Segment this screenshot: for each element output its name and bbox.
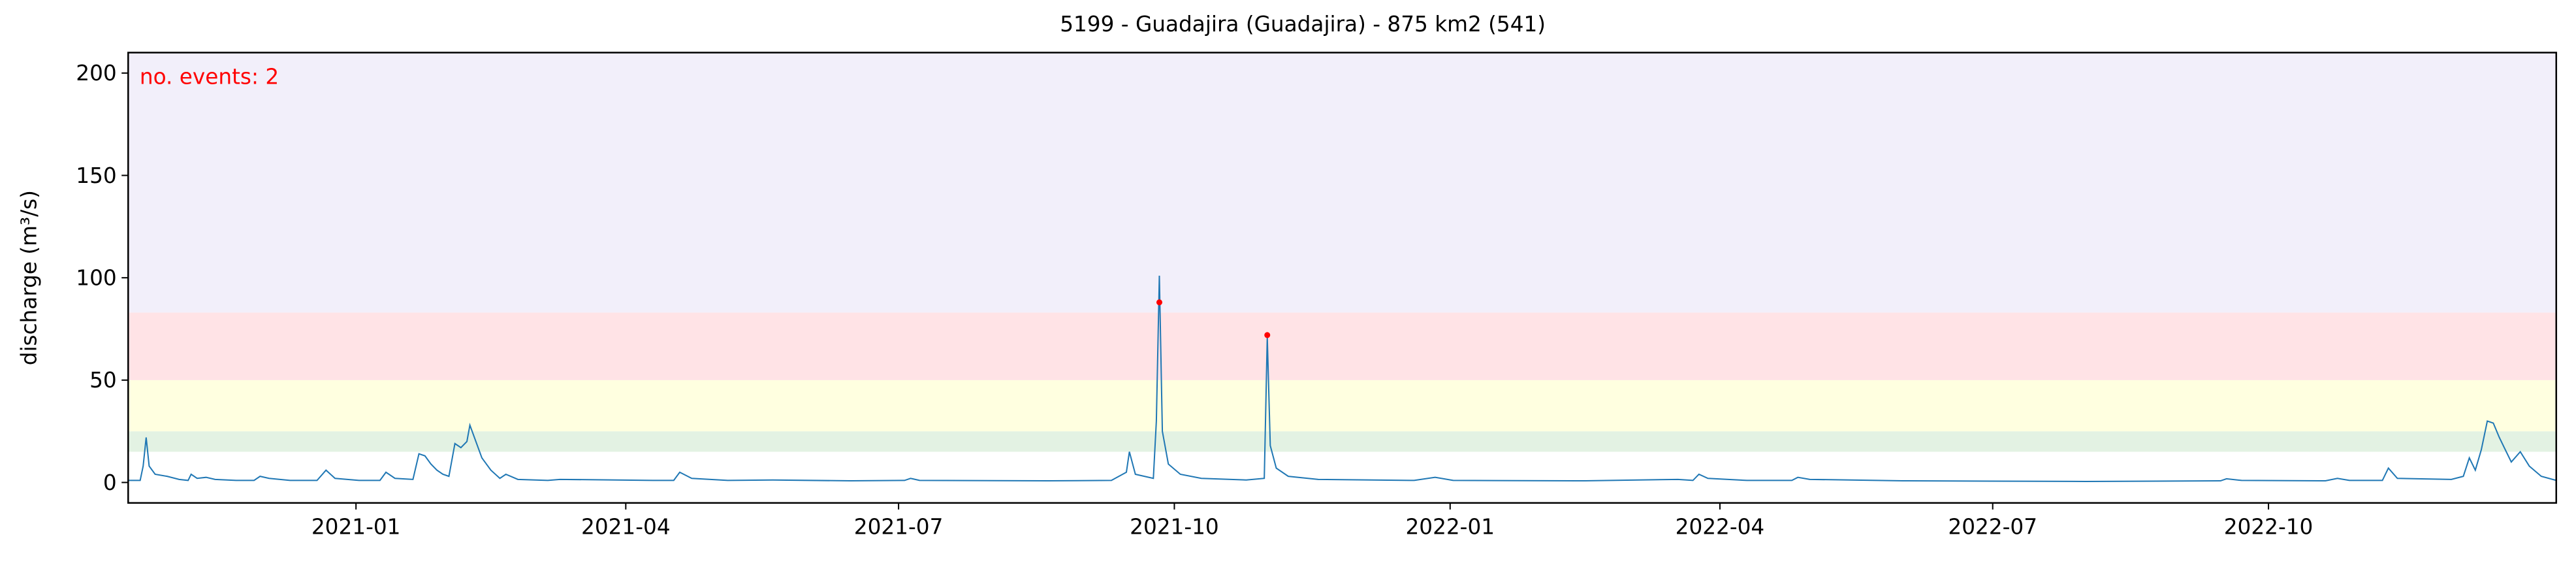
event-point — [1156, 299, 1163, 306]
discharge-line — [128, 276, 2557, 482]
y-tick-label: 200 — [76, 61, 116, 86]
y-tick-label: 50 — [89, 368, 117, 393]
y-axis-label: discharge (m³/s) — [16, 190, 41, 365]
y-tick-label: 100 — [76, 266, 116, 291]
x-tick-label: 2022-10 — [2224, 515, 2314, 540]
x-tick-label: 2021-10 — [1130, 515, 1219, 540]
threshold-band — [128, 380, 2556, 432]
x-tick-label: 2022-07 — [1948, 515, 2037, 540]
event-point — [1264, 332, 1271, 338]
x-tick-label: 2021-01 — [311, 515, 401, 540]
x-tick-label: 2021-04 — [581, 515, 671, 540]
y-tick-label: 0 — [103, 470, 117, 495]
threshold-band — [128, 312, 2556, 380]
x-tick-label: 2021-07 — [854, 515, 944, 540]
chart-title: 5199 - Guadajira (Guadajira) - 875 km2 (… — [1060, 12, 1546, 37]
annotation: no. events: 2 — [140, 64, 279, 89]
x-tick-label: 2022-04 — [1676, 515, 1765, 540]
threshold-band — [128, 431, 2556, 452]
y-tick-label: 150 — [76, 163, 116, 188]
threshold-band — [128, 52, 2556, 313]
x-tick-label: 2022-01 — [1406, 515, 1495, 540]
